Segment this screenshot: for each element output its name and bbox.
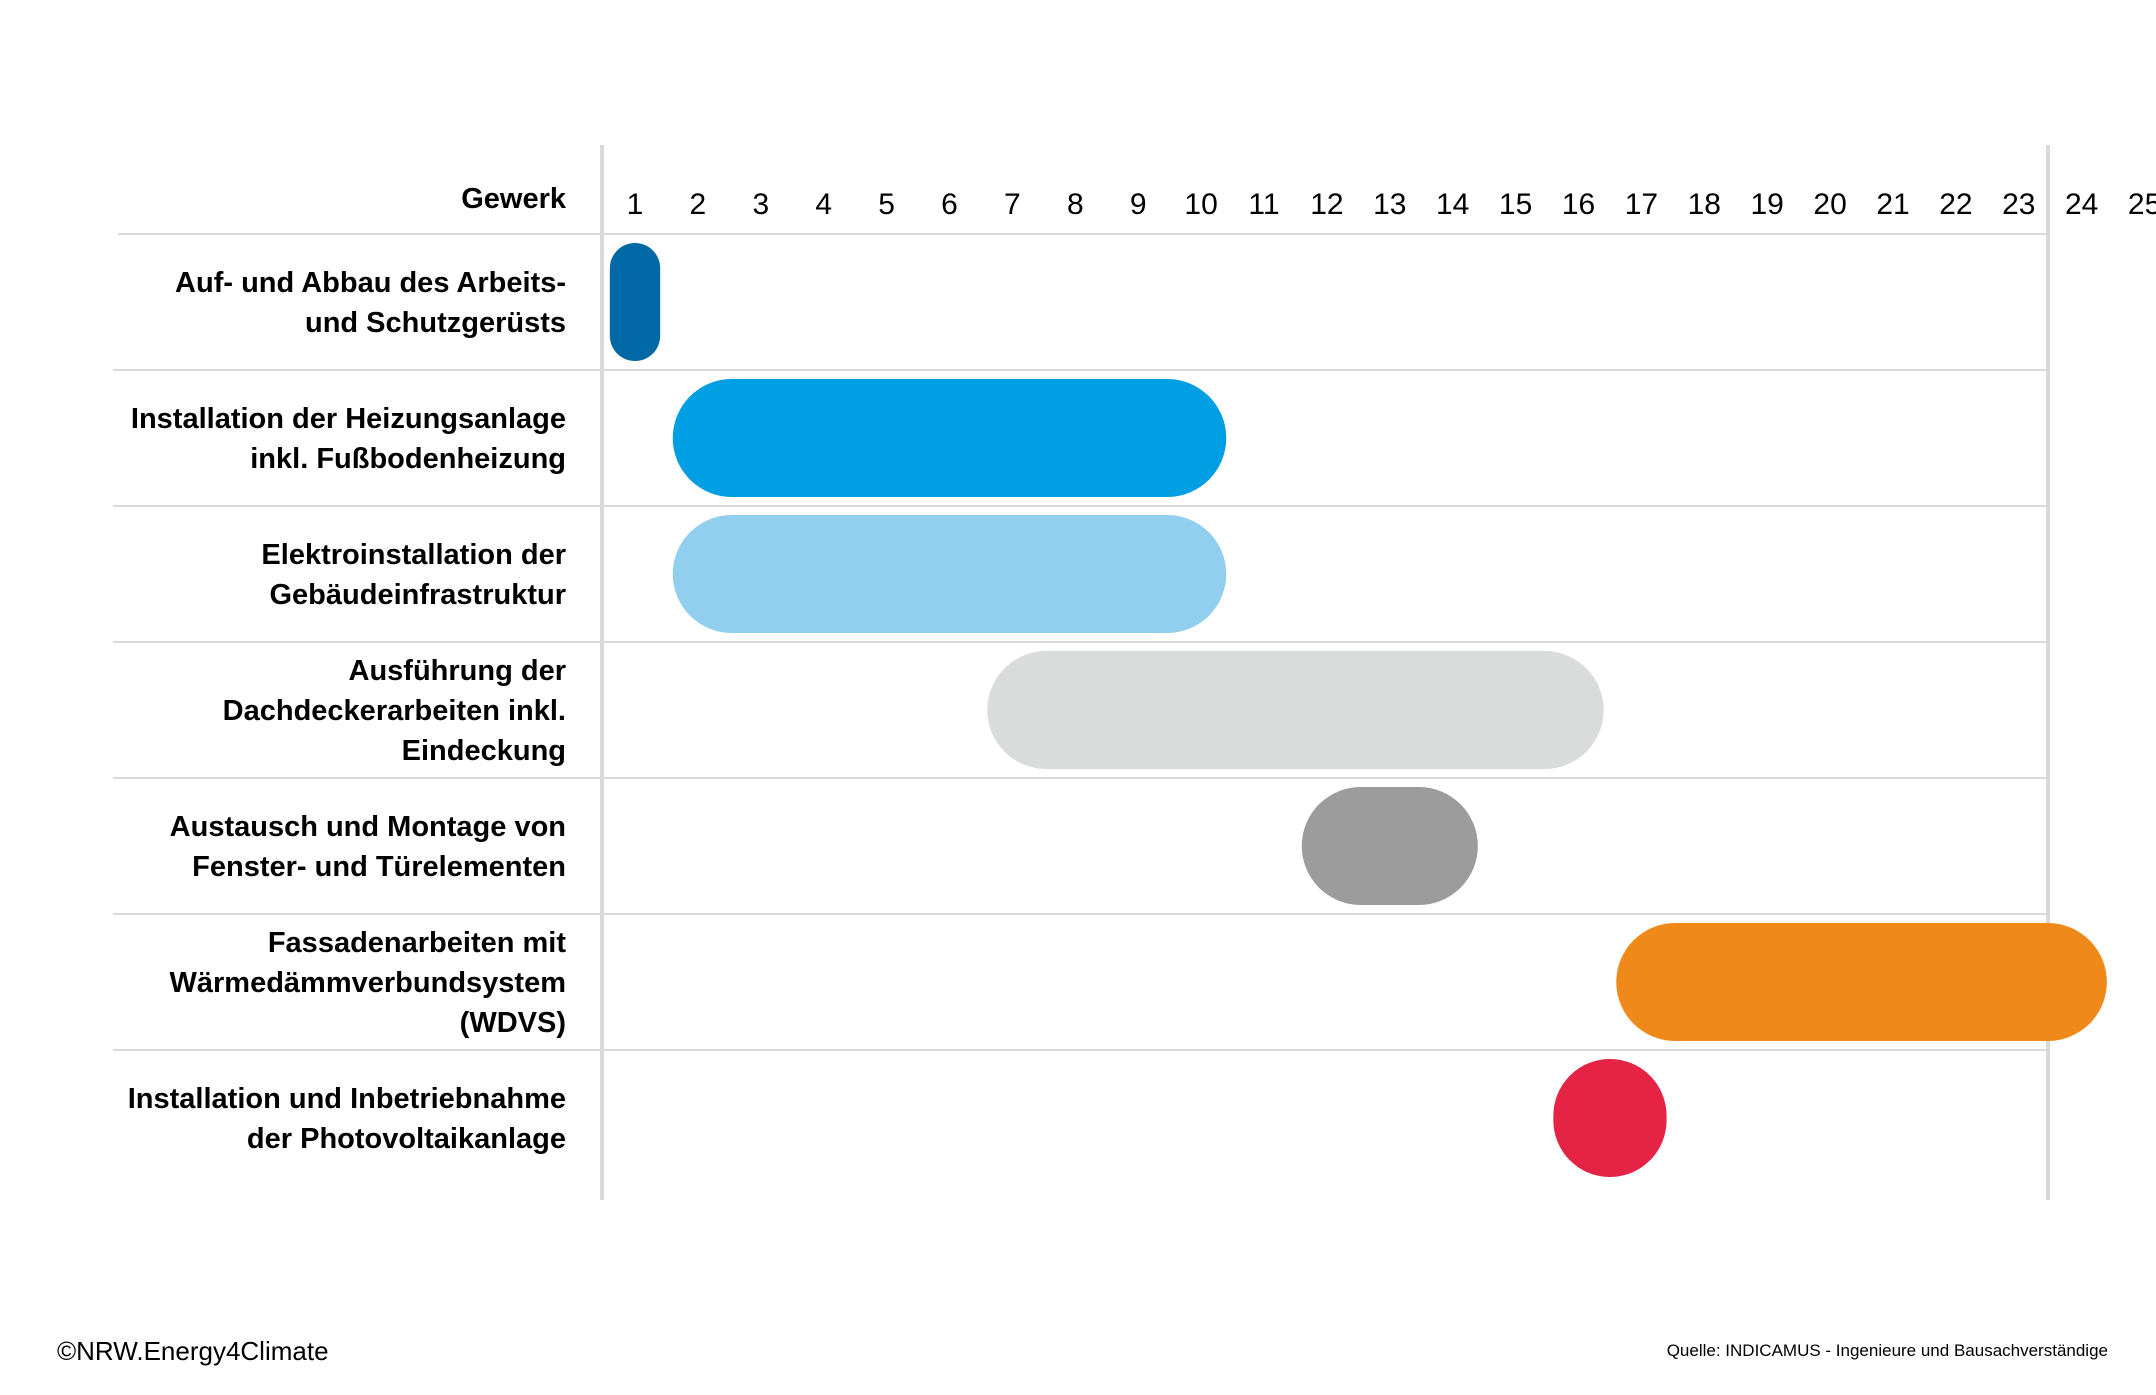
task-bar bbox=[1616, 923, 2107, 1041]
task-label: Elektroinstallation der bbox=[261, 539, 566, 571]
task-label: Ausführung der bbox=[349, 655, 567, 687]
tick-label: 15 bbox=[1499, 188, 1532, 221]
task-bar bbox=[672, 515, 1227, 633]
text-layer: Gewerk 1 2 3 4 5 6 7 8 9 10 11 12 13 14 15 16 17 18 19 20 21 2… bbox=[128, 183, 2156, 1155]
tick-label: 14 bbox=[1436, 188, 1469, 221]
tick-label: 4 bbox=[815, 188, 832, 221]
tick-label: 13 bbox=[1373, 188, 1406, 221]
task-label: Fassadenarbeiten mit bbox=[268, 927, 566, 959]
tick-label: 9 bbox=[1130, 188, 1147, 221]
task-label: Eindeckung bbox=[402, 735, 566, 767]
tick-label: 25 bbox=[2128, 188, 2156, 221]
tick-label: 3 bbox=[752, 188, 769, 221]
tick-label: 1 bbox=[627, 188, 644, 221]
task-label: der Photovoltaikanlage bbox=[247, 1123, 566, 1155]
task-label: Fenster- und Türelementen bbox=[192, 851, 566, 883]
tick-label: 23 bbox=[2002, 188, 2035, 221]
tick-label: 12 bbox=[1310, 188, 1343, 221]
task-label: Installation und Inbetriebnahme bbox=[128, 1083, 566, 1115]
tick-label: 8 bbox=[1067, 188, 1084, 221]
tick-label: 24 bbox=[2065, 188, 2098, 221]
tick-label: 11 bbox=[1248, 188, 1279, 221]
task-bar bbox=[672, 379, 1227, 497]
task-label: Austausch und Montage von bbox=[170, 811, 566, 843]
grid-layer bbox=[113, 145, 2050, 1200]
tick-label: 5 bbox=[878, 188, 895, 221]
tick-label: 18 bbox=[1688, 188, 1721, 221]
task-label: Installation der Heizungsanlage bbox=[131, 403, 566, 435]
tick-label: 19 bbox=[1751, 188, 1784, 221]
task-bar bbox=[987, 651, 1604, 769]
tick-label: 2 bbox=[690, 188, 707, 221]
tick-label: 20 bbox=[1813, 188, 1846, 221]
task-bar bbox=[609, 243, 661, 361]
task-label: (WDVS) bbox=[460, 1007, 566, 1039]
tick-label: 21 bbox=[1876, 188, 1909, 221]
tick-label: 16 bbox=[1562, 188, 1595, 221]
tick-label: 6 bbox=[941, 188, 958, 221]
task-label: Gebäudeinfrastruktur bbox=[270, 579, 567, 611]
bar-layer bbox=[609, 243, 2107, 1177]
source-text: Quelle: INDICAMUS - Ingenieure und Bausa… bbox=[1666, 1341, 2108, 1360]
tick-label: 22 bbox=[1939, 188, 1972, 221]
task-label: und Schutzgerüsts bbox=[305, 307, 566, 339]
tick-label: 10 bbox=[1184, 188, 1217, 221]
tick-label: 17 bbox=[1625, 188, 1658, 221]
task-label: Dachdeckerarbeiten inkl. bbox=[223, 695, 566, 727]
task-label: Wärmedämmverbundsystem bbox=[170, 967, 566, 999]
task-label: inkl. Fußbodenheizung bbox=[250, 443, 566, 475]
tick-label: 7 bbox=[1004, 188, 1021, 221]
task-label: Auf- und Abbau des Arbeits- bbox=[175, 267, 566, 299]
copyright-text: ©NRW.Energy4Climate bbox=[57, 1336, 329, 1366]
task-bar bbox=[1553, 1059, 1667, 1177]
task-bar bbox=[1301, 787, 1478, 905]
header-label: Gewerk bbox=[461, 183, 567, 215]
